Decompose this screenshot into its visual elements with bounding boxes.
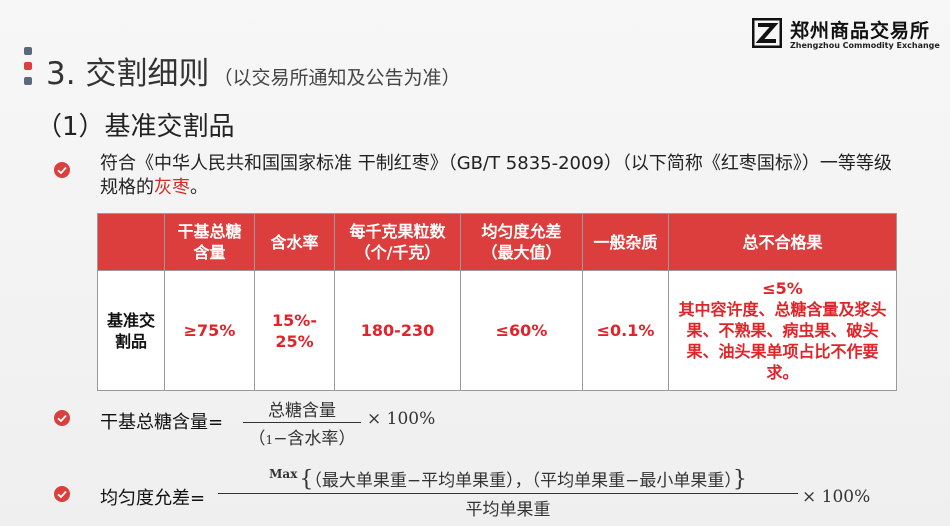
formula2-fraction: Max{（最大单果重−平均单果重），（平均单果重−最小单果重）} 平均单果重 <box>218 466 798 520</box>
check-bullet-icon <box>54 162 70 178</box>
zce-logo-icon <box>752 18 782 48</box>
title-decoration-middle <box>24 62 32 70</box>
intro-text: 符合《中华人民共和国国家标准 干制红枣》（GB/T 5835-2009）（以下简… <box>100 153 892 198</box>
table-cell: ≤5% 其中容许度、总糖含量及浆头果、不熟果、病虫果、破头果、油头果单项占比不作… <box>668 270 897 391</box>
exchange-logo: 郑州商品交易所 Zhengzhou Commodity Exchange <box>748 14 940 54</box>
brace-close: } <box>732 467 747 492</box>
table-cell: ≤60% <box>460 270 583 391</box>
fraction-bar <box>243 422 361 423</box>
formula1-fraction: 总糖含量 （1−含水率） <box>243 396 361 449</box>
formula2-numerator: Max{（最大单果重−平均单果重），（平均单果重−最小单果重）} <box>218 466 798 492</box>
title-text: 3. 交割细则 <box>46 56 210 92</box>
paren-close: ） <box>338 429 356 449</box>
table-header-cell <box>97 213 165 271</box>
title-decoration-top <box>24 47 32 55</box>
formula1-denominator: （1−含水率） <box>243 424 361 449</box>
fraction-bar <box>218 493 798 494</box>
max-operator: Max <box>269 467 298 481</box>
table-cell: ≤0.1% <box>582 270 669 391</box>
check-bullet-icon <box>54 410 70 426</box>
intro-highlight: 灰枣 <box>154 177 190 198</box>
table-cell: 180-230 <box>334 270 461 391</box>
table-header-cell: 一般杂质 <box>582 213 669 271</box>
table-header-cell: 每千克果粒数 （个/千克） <box>334 213 461 271</box>
paren-open: （ <box>248 429 266 449</box>
formula2-label: 均匀度允差= <box>100 488 206 509</box>
title-note: （以交易所通知及公告为准） <box>213 67 461 89</box>
table-header-cell: 均匀度允差 （最大值） <box>460 213 583 271</box>
denominator-rest: −含水率 <box>273 429 339 449</box>
formula2-denominator: 平均单果重 <box>465 500 551 520</box>
brace-open: { <box>299 467 314 492</box>
table-header-cell: 总不合格果 <box>668 213 897 271</box>
table-cell: ≥75% <box>164 270 255 391</box>
table-row-header: 基准交 割品 <box>97 270 165 391</box>
spec-table: 干基总糖 含量 含水率 每千克果粒数 （个/千克） 均匀度允差 （最大值） 一般… <box>97 213 897 391</box>
intro-paragraph: 符合《中华人民共和国国家标准 干制红枣》（GB/T 5835-2009）（以下简… <box>100 152 900 200</box>
section-heading: （1）基准交割品 <box>36 112 235 142</box>
table-header-row: 干基总糖 含量 含水率 每千克果粒数 （个/千克） 均匀度允差 （最大值） 一般… <box>97 213 897 271</box>
formula1-multiplier: × 100% <box>367 409 436 429</box>
title-decoration-bottom <box>24 77 32 85</box>
logo-english-name: Zhengzhou Commodity Exchange <box>790 41 940 50</box>
logo-chinese-name: 郑州商品交易所 <box>790 20 931 42</box>
table-header-cell: 干基总糖 含量 <box>164 213 255 271</box>
formula2-numerator-text: （最大单果重−平均单果重），（平均单果重−最小单果重） <box>313 471 733 491</box>
check-bullet-icon <box>54 486 70 502</box>
table-header-cell: 含水率 <box>254 213 335 271</box>
page-title: 3. 交割细则 （以交易所通知及公告为准） <box>46 48 460 93</box>
intro-end: 。 <box>190 177 208 198</box>
denominator-one: 1 <box>265 433 274 447</box>
table-row: 基准交 割品 ≥75% 15%- 25% 180-230 ≤60% ≤0.1% … <box>97 270 897 391</box>
formula1-label: 干基总糖含量= <box>100 412 224 433</box>
table-cell: 15%- 25% <box>254 270 335 391</box>
formula2-multiplier: × 100% <box>802 487 871 507</box>
formula1-numerator: 总糖含量 <box>268 401 336 421</box>
